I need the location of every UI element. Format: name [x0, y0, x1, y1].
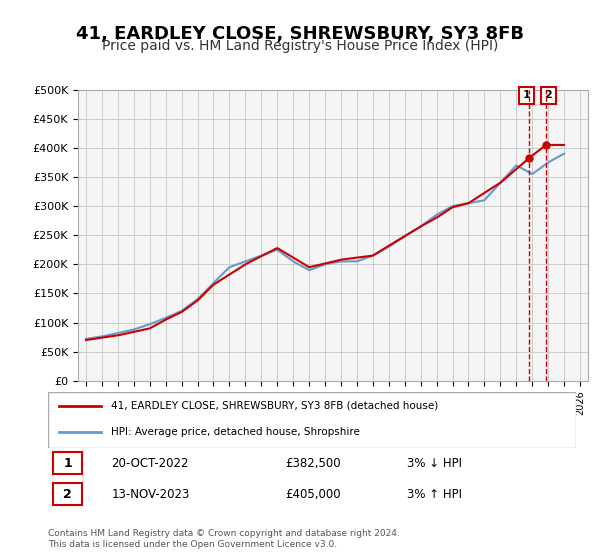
- Text: £405,000: £405,000: [286, 488, 341, 501]
- Text: 1: 1: [63, 457, 72, 470]
- Text: 41, EARDLEY CLOSE, SHREWSBURY, SY3 8FB (detached house): 41, EARDLEY CLOSE, SHREWSBURY, SY3 8FB (…: [112, 401, 439, 411]
- Text: 41, EARDLEY CLOSE, SHREWSBURY, SY3 8FB: 41, EARDLEY CLOSE, SHREWSBURY, SY3 8FB: [76, 25, 524, 43]
- Text: Contains HM Land Registry data © Crown copyright and database right 2024.
This d: Contains HM Land Registry data © Crown c…: [48, 529, 400, 549]
- Text: 2: 2: [545, 90, 553, 100]
- Text: £382,500: £382,500: [286, 457, 341, 470]
- Text: 13-NOV-2023: 13-NOV-2023: [112, 488, 190, 501]
- Text: 3% ↑ HPI: 3% ↑ HPI: [407, 488, 462, 501]
- Text: 20-OCT-2022: 20-OCT-2022: [112, 457, 189, 470]
- Text: HPI: Average price, detached house, Shropshire: HPI: Average price, detached house, Shro…: [112, 427, 360, 437]
- Text: Price paid vs. HM Land Registry's House Price Index (HPI): Price paid vs. HM Land Registry's House …: [102, 39, 498, 53]
- Text: 3% ↓ HPI: 3% ↓ HPI: [407, 457, 462, 470]
- Text: 1: 1: [523, 90, 530, 100]
- FancyBboxPatch shape: [53, 483, 82, 505]
- FancyBboxPatch shape: [48, 392, 576, 448]
- Text: 2: 2: [63, 488, 72, 501]
- FancyBboxPatch shape: [53, 452, 82, 474]
